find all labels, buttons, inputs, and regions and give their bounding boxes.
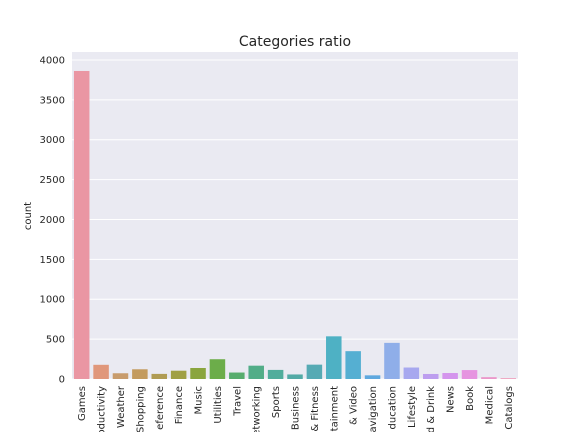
x-axis-ticks: Games oductivity Weather Shopping eference Fi…	[77, 385, 515, 432]
plot-area	[72, 52, 518, 379]
y-axis-label: count	[23, 202, 34, 230]
x-tick-label: Games	[77, 386, 88, 421]
y-tick-label: 2500	[40, 175, 65, 186]
x-tick-label: Business	[291, 386, 302, 430]
chart-title: Categories ratio	[239, 34, 351, 50]
bar	[364, 375, 381, 379]
y-tick-label: 1500	[40, 255, 65, 266]
y-tick-label: 1000	[40, 295, 65, 306]
x-tick-label: & Fitness	[310, 386, 321, 432]
x-tick-label: & Video	[349, 386, 360, 425]
bar	[442, 373, 458, 379]
y-tick-label: 2000	[40, 215, 65, 226]
bar	[248, 365, 264, 379]
bar	[422, 373, 439, 379]
bar	[93, 364, 109, 379]
x-tick-label: ducation	[387, 386, 398, 429]
bar	[384, 342, 400, 379]
x-tick-label: etworking	[252, 386, 263, 432]
y-axis-ticks: 0 500 1000 1500 2000 2500 3000 3500 4000	[40, 55, 65, 385]
x-tick-label: eference	[155, 386, 166, 430]
x-tick-label: oductivity	[97, 386, 108, 432]
x-tick-label: Music	[194, 386, 205, 414]
x-tick-label: Travel	[232, 386, 243, 417]
x-tick-label: Shopping	[135, 386, 146, 432]
bar	[267, 369, 284, 379]
y-tick-label: 3000	[40, 135, 65, 146]
bar	[209, 359, 226, 379]
bar	[151, 373, 168, 379]
x-tick-label: Book	[465, 386, 476, 411]
x-tick-label: Finance	[174, 386, 185, 424]
bar	[132, 369, 148, 379]
bar	[461, 370, 478, 379]
x-tick-label: d & Drink	[426, 386, 437, 432]
y-tick-label: 4000	[40, 55, 65, 66]
x-tick-label: Medical	[484, 386, 495, 424]
bar	[73, 70, 90, 380]
y-tick-label: 0	[59, 375, 65, 386]
bar	[403, 367, 420, 379]
bar	[306, 364, 323, 379]
x-tick-label: avigation	[368, 386, 379, 432]
x-tick-label: News	[446, 386, 457, 413]
x-tick-label: tainment	[329, 386, 340, 431]
x-tick-label: Catalogs	[504, 386, 515, 430]
bars	[73, 70, 517, 380]
bar	[500, 378, 517, 379]
x-tick-label: Weather	[116, 385, 127, 428]
y-tick-label: 3500	[40, 95, 65, 106]
bar	[345, 351, 361, 379]
bar	[481, 377, 497, 379]
x-tick-label: Lifestyle	[407, 386, 418, 428]
bar	[229, 372, 245, 379]
y-tick-label: 500	[46, 335, 65, 346]
grid-lines	[72, 59, 518, 380]
x-tick-label: Sports	[271, 386, 282, 418]
bar	[112, 373, 129, 379]
bar	[326, 336, 342, 379]
bar	[190, 367, 206, 379]
bar	[287, 374, 303, 379]
x-tick-label: Utilities	[213, 386, 224, 424]
bar	[170, 370, 187, 379]
